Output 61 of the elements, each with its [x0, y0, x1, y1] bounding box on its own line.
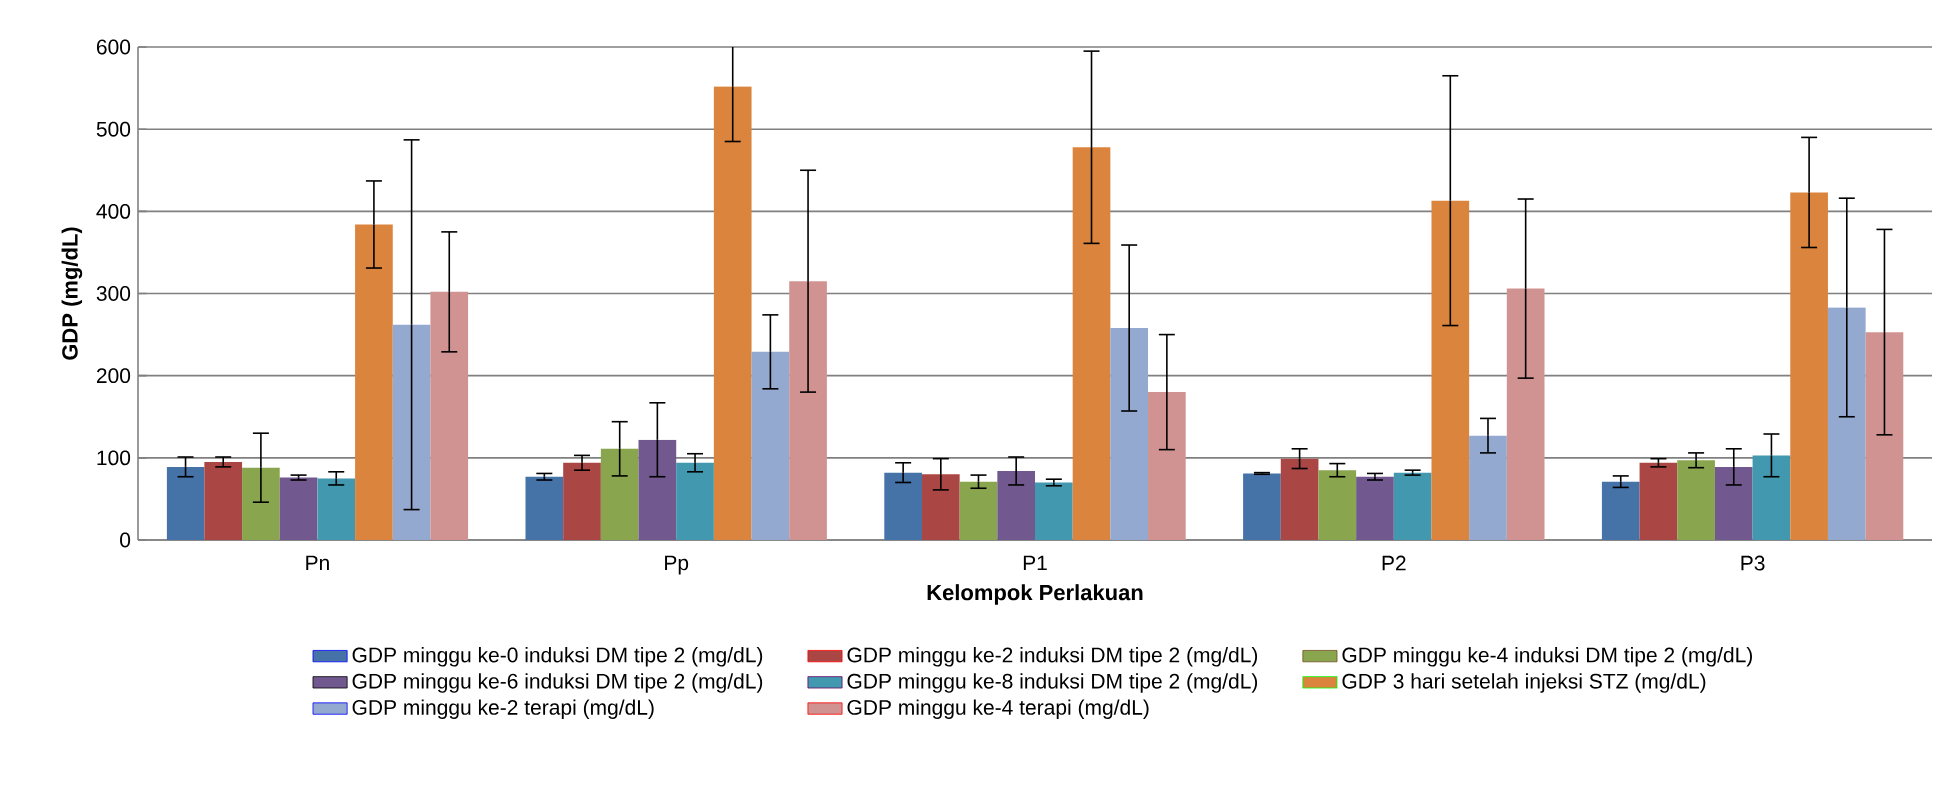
- legend-label: GDP minggu ke-6 induksi DM tipe 2 (mg/dL): [352, 673, 763, 693]
- bar: [525, 476, 564, 540]
- bar: [959, 481, 998, 540]
- bar: [563, 462, 601, 540]
- bar: [921, 474, 960, 540]
- legend-label: GDP minggu ke-2 induksi DM tipe 2 (mg/dL): [847, 647, 1258, 667]
- bar: [1035, 482, 1073, 540]
- bar: [430, 291, 469, 540]
- bar: [1072, 147, 1111, 540]
- y-axis-title: GDP (mg/dL): [61, 227, 83, 360]
- bar: [1790, 192, 1828, 540]
- bar: [997, 470, 1036, 540]
- bar: [1356, 476, 1394, 540]
- y-tick-label: 200: [96, 368, 131, 384]
- bar: [638, 439, 677, 540]
- bar: [884, 472, 922, 540]
- x-tick-label: P3: [1741, 555, 1765, 571]
- bar: [1506, 288, 1545, 540]
- bar: [1318, 470, 1357, 540]
- bar: [355, 224, 393, 540]
- bar: [1752, 455, 1791, 540]
- x-tick-label: P1: [1023, 555, 1047, 571]
- bar: [279, 477, 318, 540]
- bar: [242, 467, 280, 540]
- bar: [1714, 466, 1753, 540]
- x-tick-label: Pn: [306, 555, 329, 571]
- y-tick-label: 400: [96, 203, 131, 219]
- x-axis-title: Kelompok Perlakuan: [927, 584, 1143, 605]
- y-tick-label: 100: [97, 450, 131, 466]
- bar: [1110, 328, 1149, 540]
- bar: [1639, 462, 1678, 540]
- bar: [204, 461, 243, 540]
- bar: [166, 466, 205, 540]
- bar: [1469, 435, 1507, 540]
- x-tick-label: P2: [1382, 555, 1406, 571]
- bar: [676, 462, 714, 540]
- bar: [1280, 458, 1319, 540]
- y-tick-label: 300: [96, 286, 131, 301]
- bar: [713, 86, 752, 540]
- legend-label: GDP minggu ke-0 induksi DM tipe 2 (mg/dL): [352, 647, 763, 667]
- bar: [1827, 307, 1866, 540]
- legend-label: GDP minggu ke-2 terapi (mg/dL): [352, 699, 654, 720]
- bar: [1431, 200, 1470, 540]
- bar: [789, 281, 827, 540]
- bar: [1148, 392, 1186, 540]
- bar: [751, 351, 790, 540]
- bar: [600, 448, 639, 540]
- y-tick-label: 500: [96, 121, 131, 137]
- legend-label: GDP minggu ke-4 terapi (mg/dL): [847, 699, 1149, 720]
- bar: [1677, 460, 1715, 540]
- legend-label: GDP 3 hari setelah injeksi STZ (mg/dL): [1342, 673, 1706, 693]
- bar: [317, 478, 356, 540]
- legend-label: GDP minggu ke-4 induksi DM tipe 2 (mg/dL): [1342, 647, 1752, 667]
- bar: [1865, 332, 1904, 540]
- bar: [1601, 481, 1640, 540]
- legend-label: GDP minggu ke-8 induksi DM tipe 2 (mg/dL): [847, 673, 1258, 693]
- y-tick-label: 600: [96, 39, 131, 55]
- bar: [1243, 473, 1281, 540]
- y-tick-label: 0: [120, 532, 131, 548]
- bar: [1393, 472, 1432, 540]
- x-tick-label: Pp: [665, 555, 689, 575]
